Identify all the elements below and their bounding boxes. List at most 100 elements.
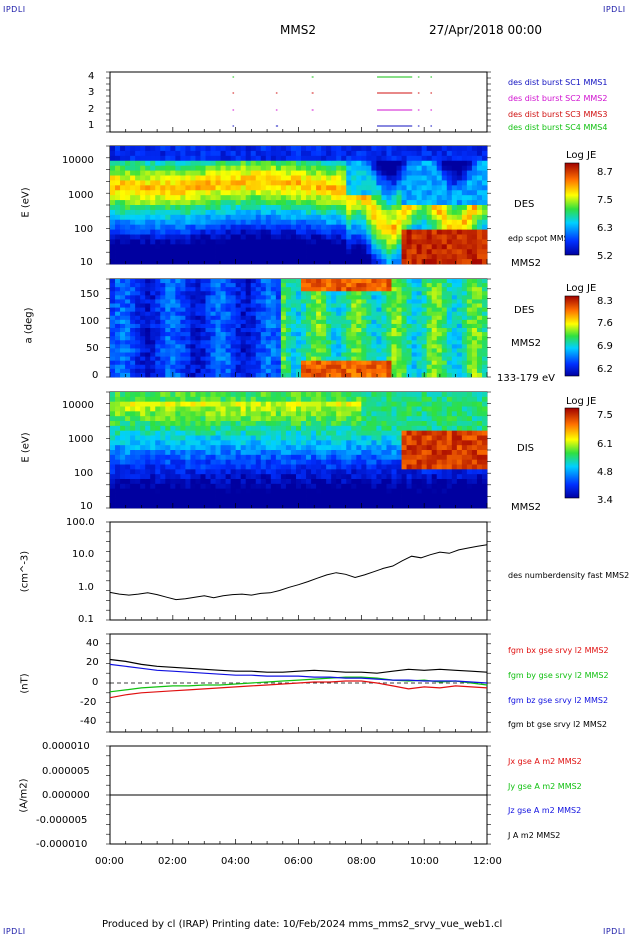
spectrogram-cell [255, 185, 262, 191]
spectrogram-cell [456, 209, 463, 216]
spectrogram-cell [135, 170, 141, 176]
spectrogram-cell [386, 214, 392, 221]
spectrogram-cell [115, 401, 121, 407]
spectrogram-cell [446, 234, 453, 240]
spectrogram-cell [155, 336, 161, 341]
spectrogram-cell [195, 352, 201, 357]
spectrogram-cell [451, 160, 458, 167]
spectrogram-cell [356, 344, 362, 349]
spectrogram-cell [225, 160, 232, 167]
spectrogram-cell [285, 323, 292, 329]
spectrogram-cell [245, 406, 252, 412]
spectrogram-cell [155, 283, 161, 288]
spectrogram-cell [331, 150, 337, 157]
spectrogram-cell [235, 368, 242, 374]
spectrogram-cell [120, 229, 126, 235]
spectrogram-cell [431, 307, 438, 313]
spectrogram-cell [481, 279, 488, 284]
spectrogram-cell [331, 295, 337, 300]
spectrogram-cell [336, 170, 342, 176]
spectrogram-cell [210, 175, 216, 181]
spectrogram-cell [180, 440, 186, 446]
spectrogram-cell [225, 435, 232, 441]
spectrogram-cell [265, 214, 272, 221]
spectrogram-cell [306, 150, 312, 157]
spectrogram-cell [185, 474, 191, 480]
spectrogram-cell [366, 372, 372, 378]
spectrogram-cell [290, 469, 297, 475]
spectrogram-cell [150, 401, 156, 407]
spectrogram-cell [185, 283, 191, 288]
spectrogram-cell [431, 323, 438, 329]
spectrogram-cell [220, 464, 227, 470]
spectrogram-cell [130, 319, 136, 325]
spectrogram-cell [240, 195, 247, 201]
spectrogram-cell [381, 259, 387, 265]
spectrogram-cell [321, 332, 327, 337]
spectrogram-cell [225, 299, 232, 304]
spectrogram-cell [406, 356, 412, 362]
spectrogram-cell [391, 372, 397, 378]
spectrogram-cell [205, 319, 211, 325]
spectrogram-cell [165, 340, 171, 345]
spectrogram-cell [396, 234, 402, 240]
spectrogram-cell [250, 430, 257, 436]
spectrogram-cell [391, 344, 397, 349]
spectrogram-cell [150, 295, 156, 300]
spectrogram-cell [170, 295, 176, 300]
spectrogram-cell [185, 315, 191, 321]
spectrogram-cell [306, 311, 312, 317]
spectrogram-cell [346, 503, 352, 509]
spectrogram-cell [135, 146, 141, 152]
spectrogram-cell [160, 474, 166, 480]
spectrogram-cell [356, 307, 362, 313]
spectrogram-cell [190, 348, 196, 353]
spectrogram-cell [180, 445, 186, 451]
spectrogram-cell [225, 170, 232, 176]
spectrogram-cell [125, 425, 131, 432]
spectrogram-cell [250, 315, 257, 321]
spectrogram-cell [471, 229, 478, 235]
spectrogram-cell [220, 483, 227, 490]
spectrogram-cell [366, 450, 372, 456]
spectrogram-cell [115, 488, 121, 494]
spectrogram-cell [311, 392, 317, 398]
spectrogram-cell [145, 319, 151, 325]
spectrogram-cell [205, 291, 211, 296]
spectrogram-cell [260, 488, 267, 494]
spectrogram-cell [421, 344, 428, 349]
spectrogram-cell [270, 291, 277, 296]
spectrogram-cell [230, 299, 237, 304]
spectrogram-cell [135, 195, 141, 201]
spectrogram-cell [441, 234, 448, 240]
spectrogram-cell [476, 291, 483, 296]
spectrogram-cell [125, 454, 131, 461]
spectrogram-cell [125, 311, 131, 317]
spectrogram-cell [195, 411, 201, 417]
spectrogram-cell [461, 234, 468, 240]
spectrogram-cell [185, 464, 191, 470]
spectrogram-cell [180, 283, 186, 288]
spectrogram-cell [140, 406, 146, 412]
spectrogram-cell [396, 279, 402, 284]
spectrogram-cell [155, 416, 161, 422]
spectrogram-cell [190, 503, 196, 509]
spectrogram-cell [371, 209, 377, 216]
spectrogram-cell [280, 421, 287, 427]
spectrogram-cell [361, 307, 367, 313]
spectrogram-cell [316, 454, 322, 461]
spectrogram-cell [290, 200, 297, 206]
spectrogram-cell [431, 175, 438, 181]
spectrogram-cell [476, 146, 483, 152]
spectrogram-cell [280, 348, 287, 353]
spectrogram-cell [290, 295, 297, 300]
spectrogram-cell [245, 254, 252, 260]
spectrogram-cell [275, 150, 282, 157]
spectrogram-cell [306, 287, 312, 292]
spectrogram-cell [290, 483, 297, 490]
spectrogram-cell [476, 307, 483, 313]
spectrogram-cell [210, 254, 216, 260]
spectrogram-cell [371, 190, 377, 196]
spectrogram-cell [331, 368, 337, 374]
spectrogram-cell [200, 503, 206, 509]
